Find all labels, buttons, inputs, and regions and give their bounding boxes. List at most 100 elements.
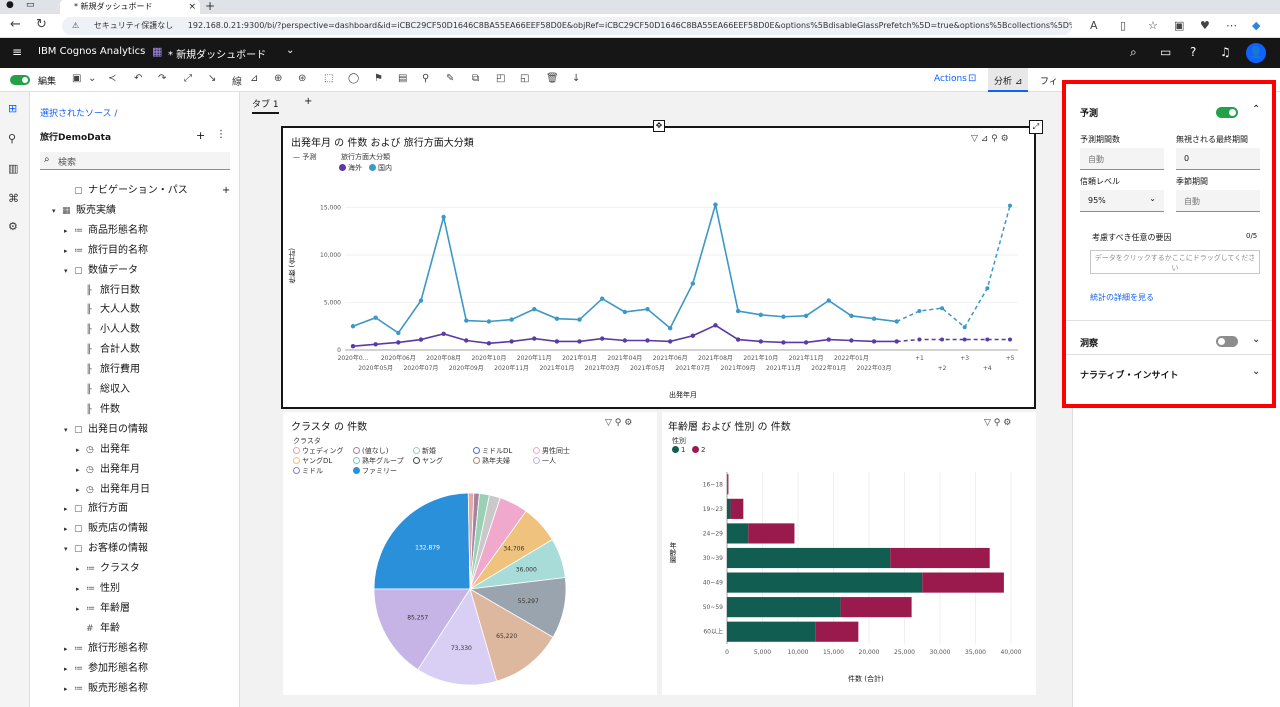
redo-icon[interactable]: ↷ [158,73,167,84]
forecast-toggle[interactable] [1216,107,1238,118]
avatar[interactable]: 👤 [1246,43,1266,63]
tree-item[interactable]: ▸ ◷ 出発年月 [76,460,140,475]
widget-toolbar-icons[interactable]: ▽ ⚲ ⚙ [984,418,1012,428]
tree-item[interactable]: ▸ ≔ 商品形態名称 [64,221,148,236]
legend-item[interactable]: ヤング [413,456,443,466]
legend-overseas[interactable]: 海外 [339,163,362,173]
chevron-up-icon[interactable]: ⌃ [1252,104,1261,115]
flag-icon[interactable]: ⚑ [374,73,383,84]
favorite-icon[interactable]: ☆ [1148,19,1158,32]
tree-item[interactable]: ▸ ≔ 性別 [76,579,120,594]
chat-icon[interactable]: ▭ [1160,45,1172,59]
twisty-icon[interactable]: ▸ [64,644,68,653]
profile-icon[interactable]: ● [6,0,14,10]
widget-icon[interactable]: ▤ [398,73,408,84]
tree-item[interactable]: ▸ ≔ 旅行目的名称 [64,241,148,256]
tree-item[interactable]: # 年齢 [76,619,120,634]
tree-item[interactable]: ╟ 合計人数 [76,340,140,355]
search-input[interactable]: 検索 [40,152,230,170]
visualizations-icon[interactable]: ▥ [8,162,19,175]
twisty-icon[interactable]: ▾ [64,266,68,275]
edit-toggle[interactable] [10,75,30,85]
download-icon[interactable]: ↓ [572,73,581,84]
actions-button[interactable]: Actions [934,74,967,84]
twisty-icon[interactable]: ▸ [76,465,80,474]
twisty-icon[interactable]: ▸ [64,684,68,693]
tree-item[interactable]: ▸ ≔ 参加形態名称 [64,659,148,674]
explore-icon[interactable]: ⊛ [298,73,307,84]
tree-item[interactable]: ╟ 大人人数 [76,300,140,315]
collections-icon[interactable]: ▣ [1174,19,1185,32]
chevron-down-icon[interactable]: ⌄ [1252,334,1261,345]
add-tab-button[interactable]: + [304,96,313,107]
layers-back-icon[interactable]: ◱ [520,73,530,84]
tree-item[interactable]: ▸ ≔ 年齢層 [76,599,130,614]
add-source-button[interactable]: + [196,129,206,142]
tree-item[interactable]: ▾ ▢ お客様の情報 [64,539,148,554]
help-icon[interactable]: ? [1190,45,1197,59]
legend-item[interactable]: ヤングDL [293,456,332,466]
twisty-icon[interactable]: ▸ [76,604,80,613]
tree-item[interactable]: ▸ ≔ 販売形態名称 [64,679,148,694]
new-tab-button[interactable]: + [205,0,216,13]
twisty-icon[interactable]: ▸ [64,505,68,514]
globe-icon[interactable]: ⊕ [274,73,283,84]
save-icon[interactable]: ▣ [72,73,82,84]
breadcrumb[interactable]: 選択されたソース / [40,109,118,119]
tree-item[interactable]: ▸ ▢ 販売店の情報 [64,519,148,534]
tree-item[interactable]: ▾ ▦ 販売実績 [52,201,116,216]
factors-dropzone[interactable]: データをクリックするかここにドラッグしてください [1090,250,1260,274]
menu-icon[interactable]: ≡ [12,45,23,59]
ignore-input[interactable]: 0 [1176,148,1260,170]
tab-1[interactable]: タブ 1 [252,97,279,114]
copilot-icon[interactable]: ◆ [1252,19,1261,32]
chevron-down-icon[interactable]: ⌄ [88,73,97,84]
twisty-icon[interactable]: ▸ [76,585,80,593]
legend-item[interactable]: ファミリー [353,466,397,476]
add-nav-path-button[interactable]: + [221,185,231,196]
tree-item[interactable]: ╟ 小人人数 [76,320,140,335]
tree-item[interactable]: ▸ ◷ 出発年 [76,440,130,455]
tree-item[interactable]: ▸ ▢ 旅行方面 [64,499,128,514]
widgets-icon[interactable]: ⌘ [8,192,19,205]
shape-icon[interactable]: ◯ [348,73,360,84]
legend-domestic[interactable]: 国内 [369,163,392,173]
tree-item[interactable]: ▢ ナビゲーション・パス + [64,181,230,196]
twisty-icon[interactable]: ▸ [64,226,68,235]
tree-item[interactable]: ▾ ▢ 数値データ [64,261,138,276]
copy-icon[interactable]: ⧉ [472,73,480,84]
back-icon[interactable]: ← [10,17,21,32]
tab-close-icon[interactable]: × [188,2,196,12]
more-icon[interactable]: ⋯ [1226,19,1237,32]
confidence-select[interactable]: 95% ⌄ [1080,190,1164,212]
twisty-icon[interactable]: ▸ [64,525,68,534]
legend-item[interactable]: 熟年夫婦 [473,456,510,466]
legend-item[interactable]: (値なし) [353,446,388,456]
tree-item[interactable]: ▸ ◷ 出発年月日 [76,480,150,495]
filter-tab[interactable]: フィ [1040,77,1058,87]
insight-toggle[interactable] [1216,336,1238,347]
season-input[interactable]: 自動 [1176,190,1260,212]
widget-toolbar-icons[interactable]: ▽ ⚲ ⚙ [605,418,633,428]
maximize-icon[interactable]: ⤢ [1029,120,1043,134]
legend-item[interactable]: 新婚 [413,446,436,456]
stats-details-link[interactable]: 統計の詳細を見る [1090,293,1154,302]
tree-item[interactable]: ▸ ≔ クラスタ [76,559,140,574]
reload-icon[interactable]: ↻ [36,17,47,32]
split-icon[interactable]: ▯ [1120,19,1127,32]
pushpin-icon[interactable]: ✎ [446,73,455,84]
twisty-icon[interactable]: ▾ [64,425,68,434]
analysis-tab[interactable]: 分析 ⊿ [988,68,1029,92]
twisty-icon[interactable]: ▸ [76,445,80,454]
assistant-icon[interactable]: ⚙ [8,220,18,233]
insights-icon[interactable]: 線 [232,77,242,88]
read-aloud-icon[interactable]: A [1090,19,1098,32]
twisty-icon[interactable]: ▸ [76,565,80,574]
pie-chart-widget[interactable]: クラスタ の 件数 ▽ ⚲ ⚙ クラスタ ウェディング (値なし) 新婚 ミドルDL 男… [283,412,657,695]
dashboard-title[interactable]: * 新規ダッシュボード [168,50,267,61]
tree-item[interactable]: ╟ 総収入 [76,380,130,395]
legend-item[interactable]: ウェディング [293,446,344,456]
legend-item[interactable]: ミドルDL [473,446,512,456]
line-chart-widget[interactable]: 出発年月 の 件数 および 旅行方面大分類 ▽ ⊿ ⚲ ⚙ — 予測 旅行方面大… [281,126,1036,409]
tree-item[interactable]: ╟ 旅行日数 [76,281,140,296]
